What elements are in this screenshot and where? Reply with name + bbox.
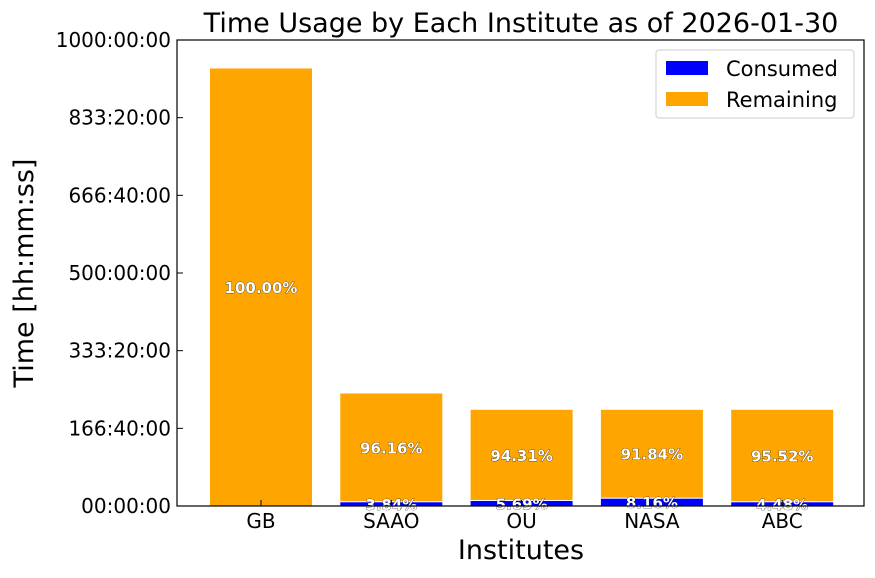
x-tick-label: SAAO [363,509,419,533]
legend-swatch-remaining [666,92,708,106]
bar-value-label: 91.84% [621,446,683,464]
bar-value-label: 94.31% [490,447,552,465]
bar-value-label: 95.52% [751,447,813,465]
x-tick-label: ABC [762,509,803,533]
bar-remaining-saao [339,392,444,503]
bar-remaining-abc [730,408,835,503]
legend-label-remaining: Remaining [726,88,838,112]
y-tick-label: 666:40:00 [68,183,171,207]
chart-title: Time Usage by Each Institute as of 2026-… [203,8,839,39]
y-tick-label: 500:00:00 [68,261,171,285]
y-tick-label: 166:40:00 [68,416,171,440]
y-axis-label: Time [hh:mm:ss] [9,159,40,389]
plot-frame [176,39,865,507]
y-tick-label: 833:20:00 [68,106,171,130]
bar-remaining-nasa [599,408,704,499]
x-tick-label: GB [246,509,275,533]
y-tick-label: 1000:00:00 [56,28,171,52]
y-tick-label: 333:20:00 [68,339,171,363]
x-tick-label: NASA [624,509,680,533]
bar-value-label: 96.16% [360,439,422,457]
y-tick-label: 00:00:00 [81,494,171,518]
legend: Consumed Remaining [655,49,855,119]
x-tick-label: OU [506,509,536,533]
legend-label-consumed: Consumed [726,57,838,81]
legend-swatch-consumed [666,61,708,75]
bar-remaining-ou [469,408,574,502]
bar-value-label: 100.00% [225,279,298,297]
x-axis-label: Institutes [458,535,584,566]
